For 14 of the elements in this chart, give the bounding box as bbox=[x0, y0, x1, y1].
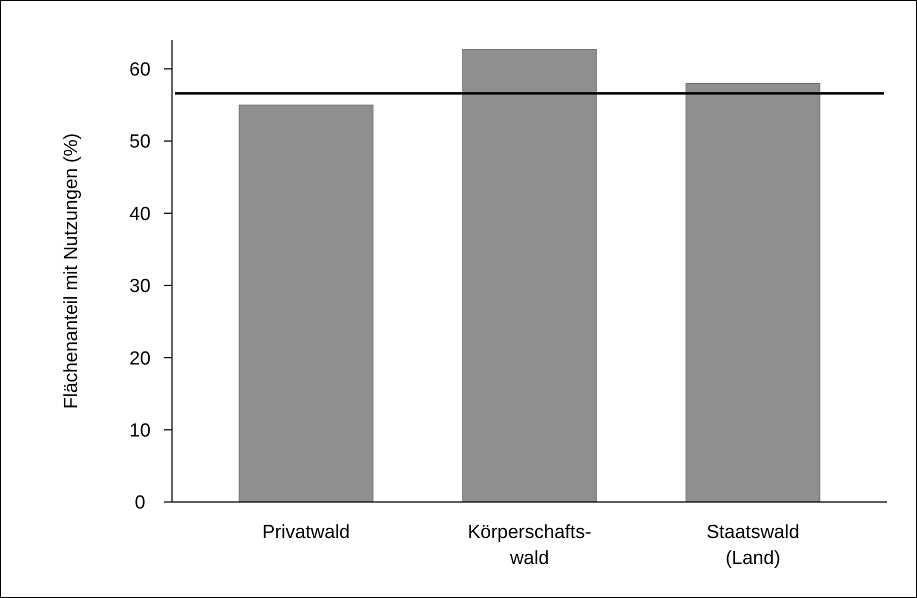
bar bbox=[462, 49, 597, 502]
y-tick-label: 30 bbox=[129, 276, 151, 298]
y-tick-label: 0 bbox=[134, 492, 146, 514]
bar bbox=[686, 83, 820, 502]
x-tick-label: Körperschafts- wald bbox=[468, 522, 592, 569]
y-tick-label: 10 bbox=[129, 420, 151, 442]
y-tick-label: 50 bbox=[129, 132, 151, 153]
y-tick-label: 60 bbox=[129, 60, 151, 81]
x-tick-label: Privatwald bbox=[262, 522, 350, 543]
y-tick-label: 20 bbox=[129, 348, 151, 370]
x-tick-label: Staatswald (Land) bbox=[706, 522, 800, 569]
bar bbox=[238, 104, 374, 502]
y-axis-title: Flächenanteil mit Nutzungen (%) bbox=[61, 133, 82, 409]
y-tick-label: 40 bbox=[129, 204, 151, 225]
